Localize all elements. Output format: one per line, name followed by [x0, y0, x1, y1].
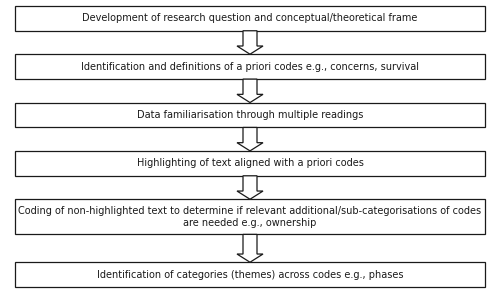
Polygon shape [237, 234, 263, 262]
FancyBboxPatch shape [15, 199, 485, 234]
Text: Development of research question and conceptual/theoretical frame: Development of research question and con… [82, 13, 417, 23]
Text: Coding of non-highlighted text to determine if relevant additional/sub-categoris: Coding of non-highlighted text to determ… [18, 206, 481, 228]
Text: Data familiarisation through multiple readings: Data familiarisation through multiple re… [137, 110, 363, 120]
Polygon shape [237, 79, 263, 103]
Polygon shape [237, 31, 263, 54]
Text: Identification and definitions of a priori codes e.g., concerns, survival: Identification and definitions of a prio… [81, 62, 419, 72]
FancyBboxPatch shape [15, 54, 485, 79]
Text: Identification of categories (themes) across codes e.g., phases: Identification of categories (themes) ac… [97, 270, 403, 280]
FancyBboxPatch shape [15, 151, 485, 176]
Polygon shape [237, 127, 263, 151]
Text: Highlighting of text aligned with a priori codes: Highlighting of text aligned with a prio… [136, 158, 364, 168]
FancyBboxPatch shape [15, 103, 485, 127]
FancyBboxPatch shape [15, 6, 485, 31]
FancyBboxPatch shape [15, 262, 485, 287]
Polygon shape [237, 176, 263, 199]
